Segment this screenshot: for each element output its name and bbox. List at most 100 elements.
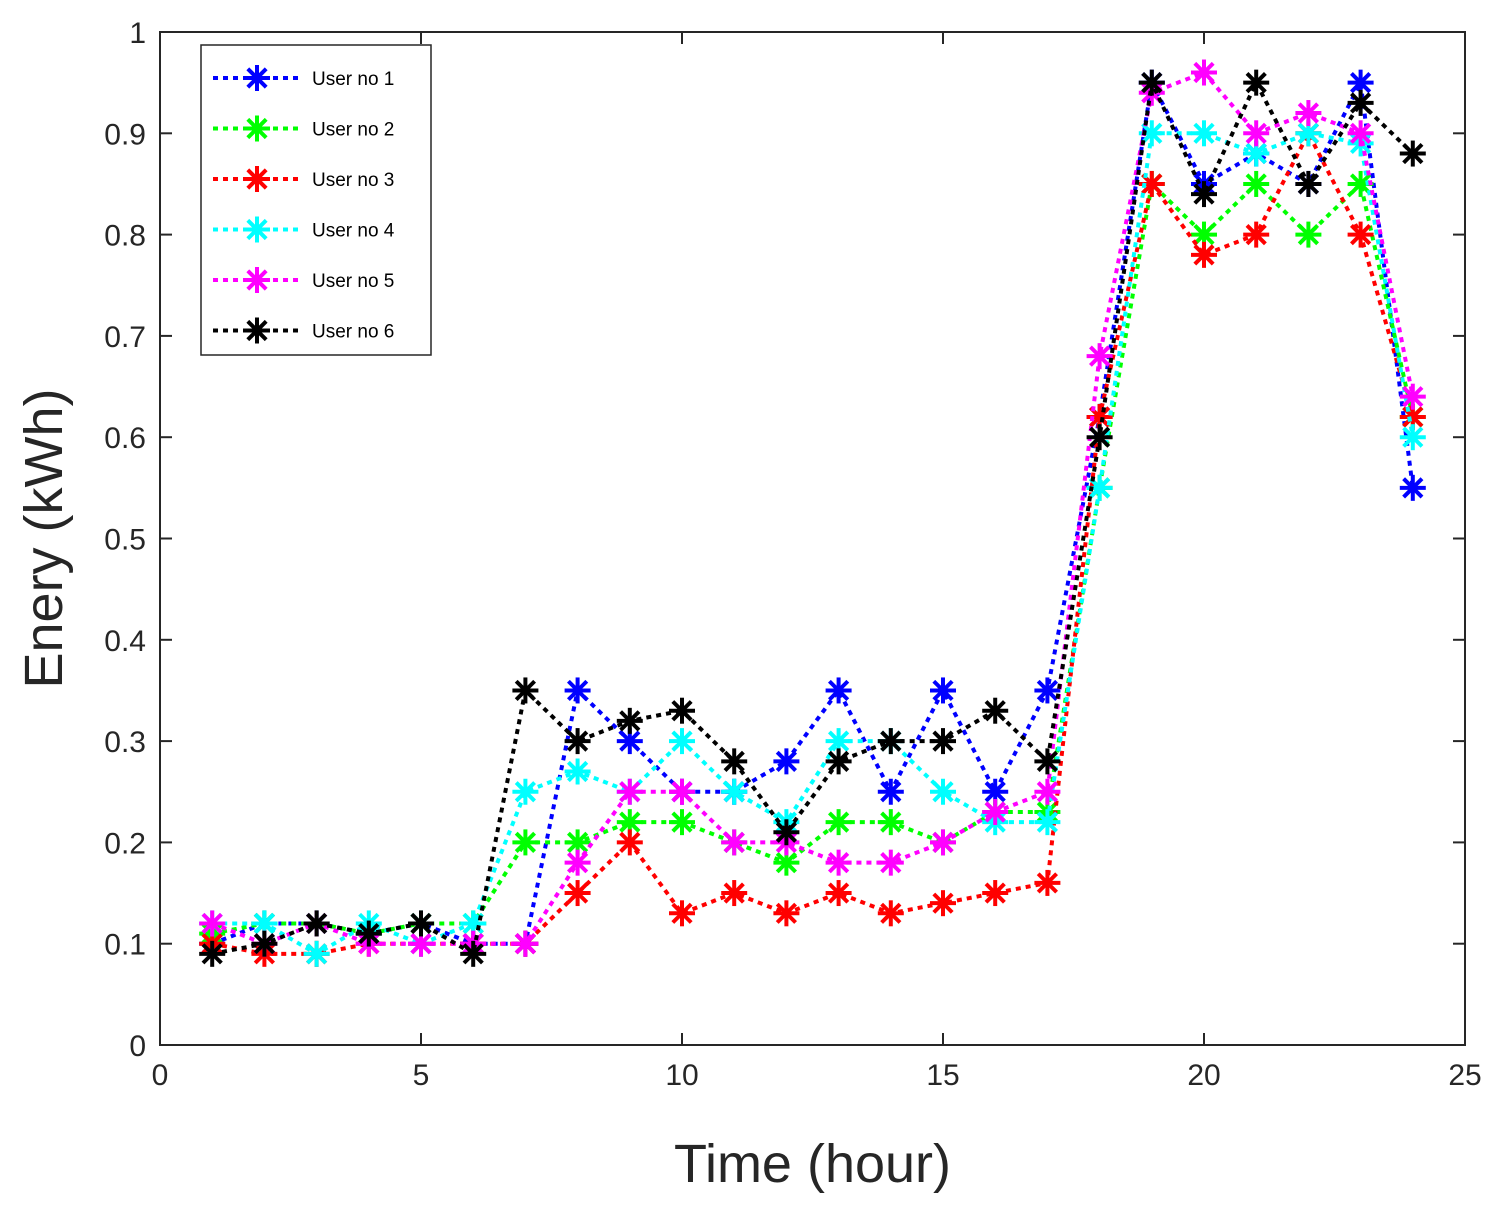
x-tick-label: 25 [1448,1059,1481,1092]
legend-item: User no 5 [213,267,394,293]
series-4-point [1034,809,1061,836]
series-5-point [1034,778,1061,805]
legend: User no 1 User no 2 User no 3 User no 4 User… [200,44,432,356]
series-6-point [1399,140,1426,167]
y-tick-label: 0.4 [104,625,146,658]
legend-label: User no 2 [312,120,394,141]
series-4-point [930,778,956,805]
x-tick-label: 10 [665,1059,698,1092]
series-1-point [930,677,956,704]
legend-item: User no 1 [213,65,394,91]
series-4-line [212,131,1415,957]
y-tick-label: 0.8 [104,220,146,253]
series-6-point [1295,170,1322,197]
y-tick-label: 0.5 [104,524,146,557]
series-5-point [877,849,904,876]
series-1-point [1399,474,1426,501]
series-1-point [877,778,904,805]
y-tick-label: 0.1 [104,929,146,962]
y-tick-label: 0.9 [104,118,146,151]
legend-item: User no 4 [213,216,395,243]
series-2-point [1243,170,1270,197]
series-4-point [512,778,539,805]
series-1-point [773,748,800,775]
legend-marker [244,65,270,91]
series-6-point [1086,424,1113,451]
legend-label: User no 1 [312,69,394,90]
series-4-point [1399,424,1426,451]
series-4-point [721,778,748,805]
series-3-point [1191,241,1217,268]
y-axis-title: Enery (kWh) [14,388,74,688]
series-6-point [1347,89,1374,116]
series-6-point [1243,69,1270,96]
series-3-point [564,880,591,907]
series-6-point [930,728,956,755]
legend-item: User no 2 [213,115,394,142]
legend-label: User no 5 [312,271,394,292]
series-3-point [1034,869,1061,896]
series-6-point [721,748,748,775]
legend-marker [244,267,270,293]
y-tick-label: 1 [129,17,146,50]
legend-marker [244,166,270,192]
series-6-point [773,819,800,846]
series-5-point [1347,120,1374,147]
y-tick-label: 0.6 [104,422,146,455]
series-6-point [1138,69,1165,96]
series-1-point [825,677,852,704]
x-tick-label: 20 [1187,1059,1220,1092]
series-6-point [460,940,487,967]
series-5-point [616,778,643,805]
series-5-point [199,910,226,937]
series-5-point [721,829,748,856]
series-6-point [1191,181,1217,208]
x-tick-label: 15 [926,1059,959,1092]
series-3-point [1347,221,1374,248]
series-3-point [616,829,643,856]
series-5-point [1295,100,1322,127]
series-6 [199,69,1426,967]
series-6-point [564,728,591,755]
series-5-point [512,930,539,957]
series-2-point [1295,221,1322,248]
series-4-point [669,728,695,755]
legend-marker [244,216,270,243]
series-3-point [877,900,904,927]
legend-item: User no 6 [213,317,394,344]
series-6-point [825,748,852,775]
series-6-point [669,697,695,724]
legend-label: User no 6 [312,322,394,343]
series-3-point [982,880,1009,907]
legend-box [200,44,432,356]
y-tick-label: 0.7 [104,321,146,354]
series-6-point [303,910,330,937]
series-2-point [1191,221,1217,248]
series-2-point [773,849,800,876]
legend-marker [244,317,270,344]
series-3-point [773,900,800,927]
series-6-point [199,940,226,967]
y-tick-label: 0 [129,1030,146,1063]
series-2-point [669,809,695,836]
series-2-point [877,809,904,836]
series-6-point [982,697,1009,724]
x-tick-label: 5 [413,1059,430,1092]
series-5-point [564,849,591,876]
series-5-point [1086,343,1113,370]
series-6-point [1034,748,1061,775]
legend-marker [244,115,270,142]
series-2-point [616,809,643,836]
series-1-point [564,677,591,704]
series-6-point [355,920,382,947]
series-5-point [669,778,695,805]
x-tick-label: 0 [152,1059,169,1092]
series-5-point [1243,120,1270,147]
series-2-point [564,829,591,856]
y-tick-label: 0.3 [104,726,146,759]
series-4-point [303,940,330,967]
ticks-layer: 0 5 10 15 20 25 0 0.1 0.2 0.3 0.4 0.5 0.6 0.7 0.8 0.9 1 [104,17,1481,1092]
legend-item: User no 3 [213,166,394,192]
series-6-point [408,910,434,937]
